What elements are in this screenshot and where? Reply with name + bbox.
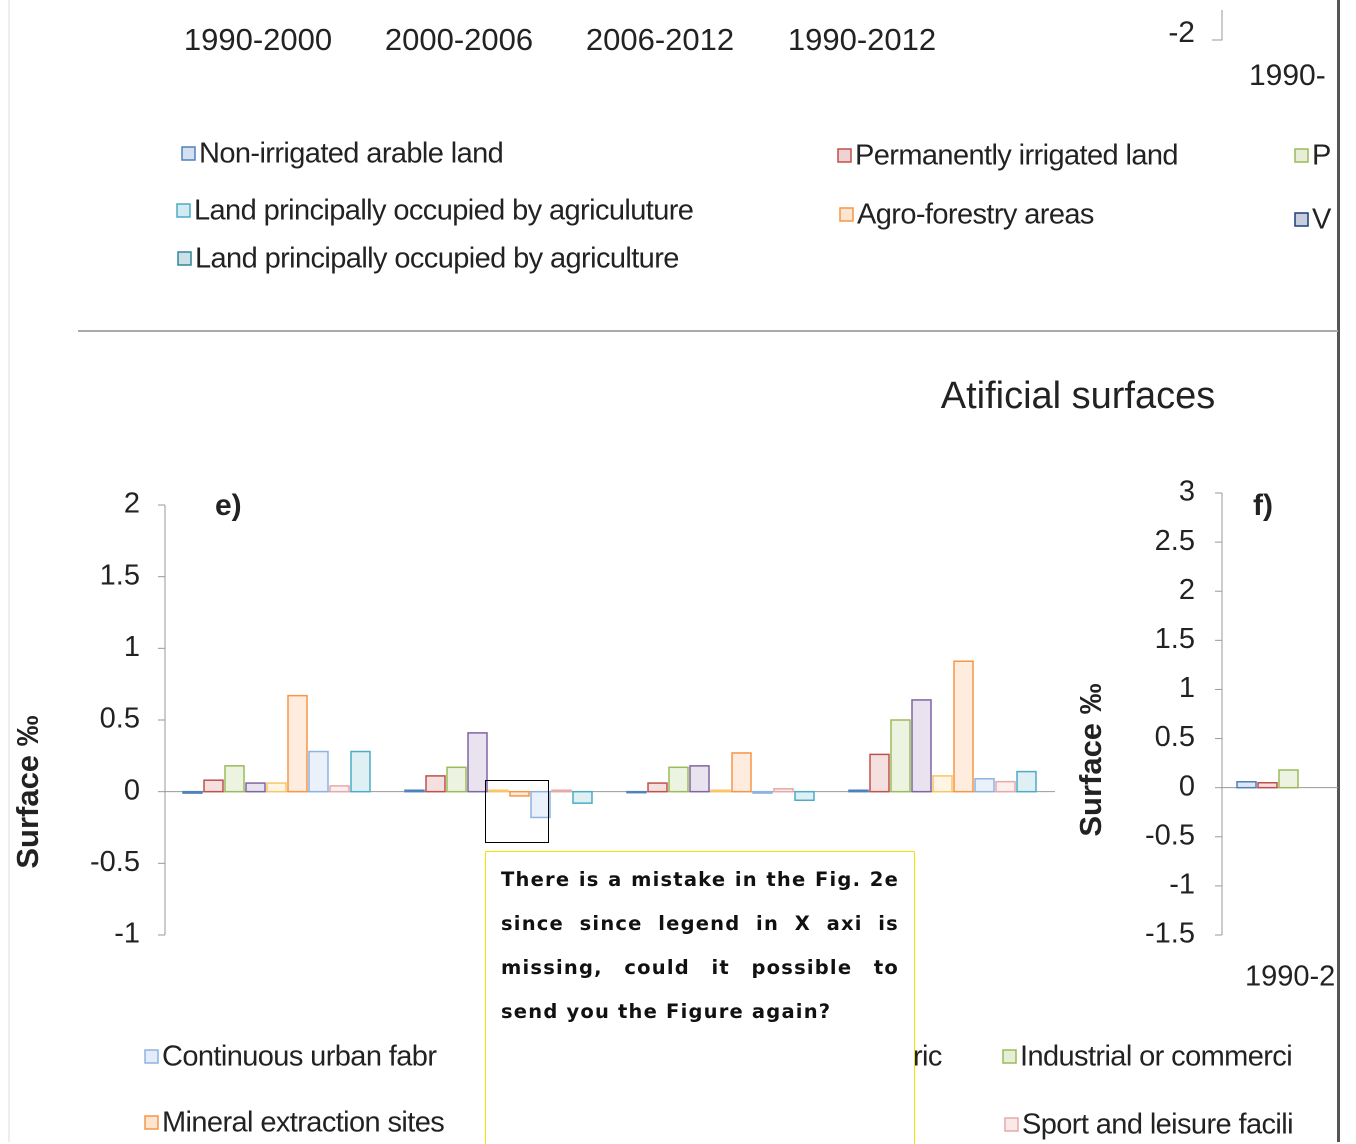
bar bbox=[203, 779, 224, 793]
panel-label: f) bbox=[1253, 489, 1273, 522]
legend-label: Industrial or commerci bbox=[1020, 1041, 1292, 1073]
y-tick-label: 0.5 bbox=[100, 703, 140, 735]
y-tick-label: -0.5 bbox=[90, 846, 140, 878]
bar bbox=[467, 732, 488, 793]
y-tick-label: 1 bbox=[124, 631, 140, 663]
legend-label: Agro-forestry areas bbox=[857, 199, 1094, 231]
legend-label: Land principally occupied by agriculutur… bbox=[194, 195, 693, 227]
legend-label: V bbox=[1312, 204, 1332, 236]
panel-label: e) bbox=[215, 489, 242, 522]
bar bbox=[425, 775, 446, 793]
bar bbox=[224, 765, 245, 793]
y-axis-label: Surface ‰ bbox=[10, 715, 45, 868]
y-tick-label: 2.5 bbox=[1155, 525, 1195, 557]
x-tick-label: 1990- bbox=[1249, 59, 1326, 92]
legend-marker bbox=[1004, 1117, 1019, 1132]
bar bbox=[626, 790, 647, 794]
bar bbox=[953, 660, 974, 793]
bar bbox=[731, 752, 752, 793]
legend-label: ric bbox=[913, 1041, 942, 1073]
bar bbox=[794, 790, 815, 802]
legend-label: Mineral extraction sites bbox=[162, 1107, 444, 1139]
y-tick-label: 0 bbox=[1179, 770, 1195, 802]
legend-marker bbox=[176, 203, 191, 218]
bar bbox=[404, 789, 425, 793]
bar bbox=[710, 789, 731, 793]
bar bbox=[932, 775, 953, 793]
bar bbox=[182, 790, 203, 794]
bar bbox=[752, 790, 773, 794]
bar bbox=[245, 782, 266, 793]
bar bbox=[488, 789, 509, 793]
y-tick-label: -0.5 bbox=[1145, 819, 1195, 851]
legend-marker bbox=[839, 207, 854, 222]
x-tick-label: 1990-2012 bbox=[788, 22, 936, 57]
y-axis-label: Surface ‰ bbox=[1073, 683, 1108, 836]
bar bbox=[647, 782, 668, 793]
legend-label: P bbox=[1312, 140, 1331, 172]
legend-marker bbox=[1002, 1049, 1017, 1064]
legend-label: Land principally occupied by agriculture bbox=[195, 243, 679, 275]
x-tick-label: 1990-2000 bbox=[184, 22, 332, 57]
section-title: Atificial surfaces bbox=[941, 375, 1216, 417]
y-tick-label: 1.5 bbox=[1155, 623, 1195, 655]
bar bbox=[308, 750, 329, 793]
y-tick-label: -1 bbox=[114, 918, 140, 950]
y-tick-label: 1.5 bbox=[100, 559, 140, 591]
bar bbox=[848, 789, 869, 793]
legend-marker bbox=[837, 148, 852, 163]
bar bbox=[266, 782, 287, 793]
bar bbox=[995, 780, 1016, 793]
bar bbox=[890, 719, 911, 793]
bar bbox=[974, 778, 995, 793]
review-comment[interactable]: There is a mistake in the Fig. 2e since … bbox=[485, 851, 915, 1144]
legend-marker bbox=[1294, 148, 1309, 163]
y-tick-label: 1 bbox=[1179, 672, 1195, 704]
legend-marker bbox=[181, 146, 196, 161]
content: Atificial surfaces 1990-2000 2000-2006 200… bbox=[10, 10, 1338, 1141]
y-tick-label: -1.5 bbox=[1145, 918, 1195, 950]
legend-marker bbox=[1294, 212, 1309, 227]
bar bbox=[773, 788, 794, 793]
bar bbox=[668, 766, 689, 793]
bar bbox=[551, 789, 572, 793]
axis-line bbox=[1212, 10, 1223, 41]
y-tick-label: 3 bbox=[1179, 476, 1195, 508]
bar bbox=[446, 766, 467, 793]
x-tick-label: 1990-2 bbox=[1245, 961, 1335, 993]
legend-label: Continuous urban fabr bbox=[162, 1041, 437, 1073]
legend-label: Non-irrigated arable land bbox=[199, 138, 503, 170]
legend-marker bbox=[144, 1115, 159, 1130]
bar bbox=[1016, 770, 1037, 793]
bar bbox=[329, 785, 350, 793]
bar bbox=[572, 790, 593, 804]
y-tick-label: -2 bbox=[1168, 16, 1195, 49]
legend-marker bbox=[144, 1049, 159, 1064]
comment-anchor bbox=[485, 780, 549, 843]
bar bbox=[1236, 781, 1257, 789]
bar bbox=[911, 699, 932, 793]
bar bbox=[689, 765, 710, 793]
bar bbox=[869, 753, 890, 793]
bar bbox=[350, 750, 371, 793]
y-tick-label: -1 bbox=[1169, 869, 1195, 901]
legend-label: Sport and leisure facili bbox=[1022, 1109, 1293, 1141]
legend-label: Permanently irrigated land bbox=[855, 140, 1178, 172]
bar bbox=[287, 694, 308, 793]
bar bbox=[1257, 782, 1278, 789]
x-tick-label: 2006-2012 bbox=[586, 22, 734, 57]
bar bbox=[530, 790, 551, 819]
y-tick-label: 2 bbox=[1179, 574, 1195, 606]
y-tick-label: 0.5 bbox=[1155, 721, 1195, 753]
legend-marker bbox=[177, 251, 192, 266]
bar bbox=[509, 790, 530, 797]
y-tick-label: 0 bbox=[124, 774, 140, 806]
bar bbox=[1278, 769, 1299, 789]
x-tick-label: 2000-2006 bbox=[385, 22, 533, 57]
y-tick-label: 2 bbox=[124, 488, 140, 520]
